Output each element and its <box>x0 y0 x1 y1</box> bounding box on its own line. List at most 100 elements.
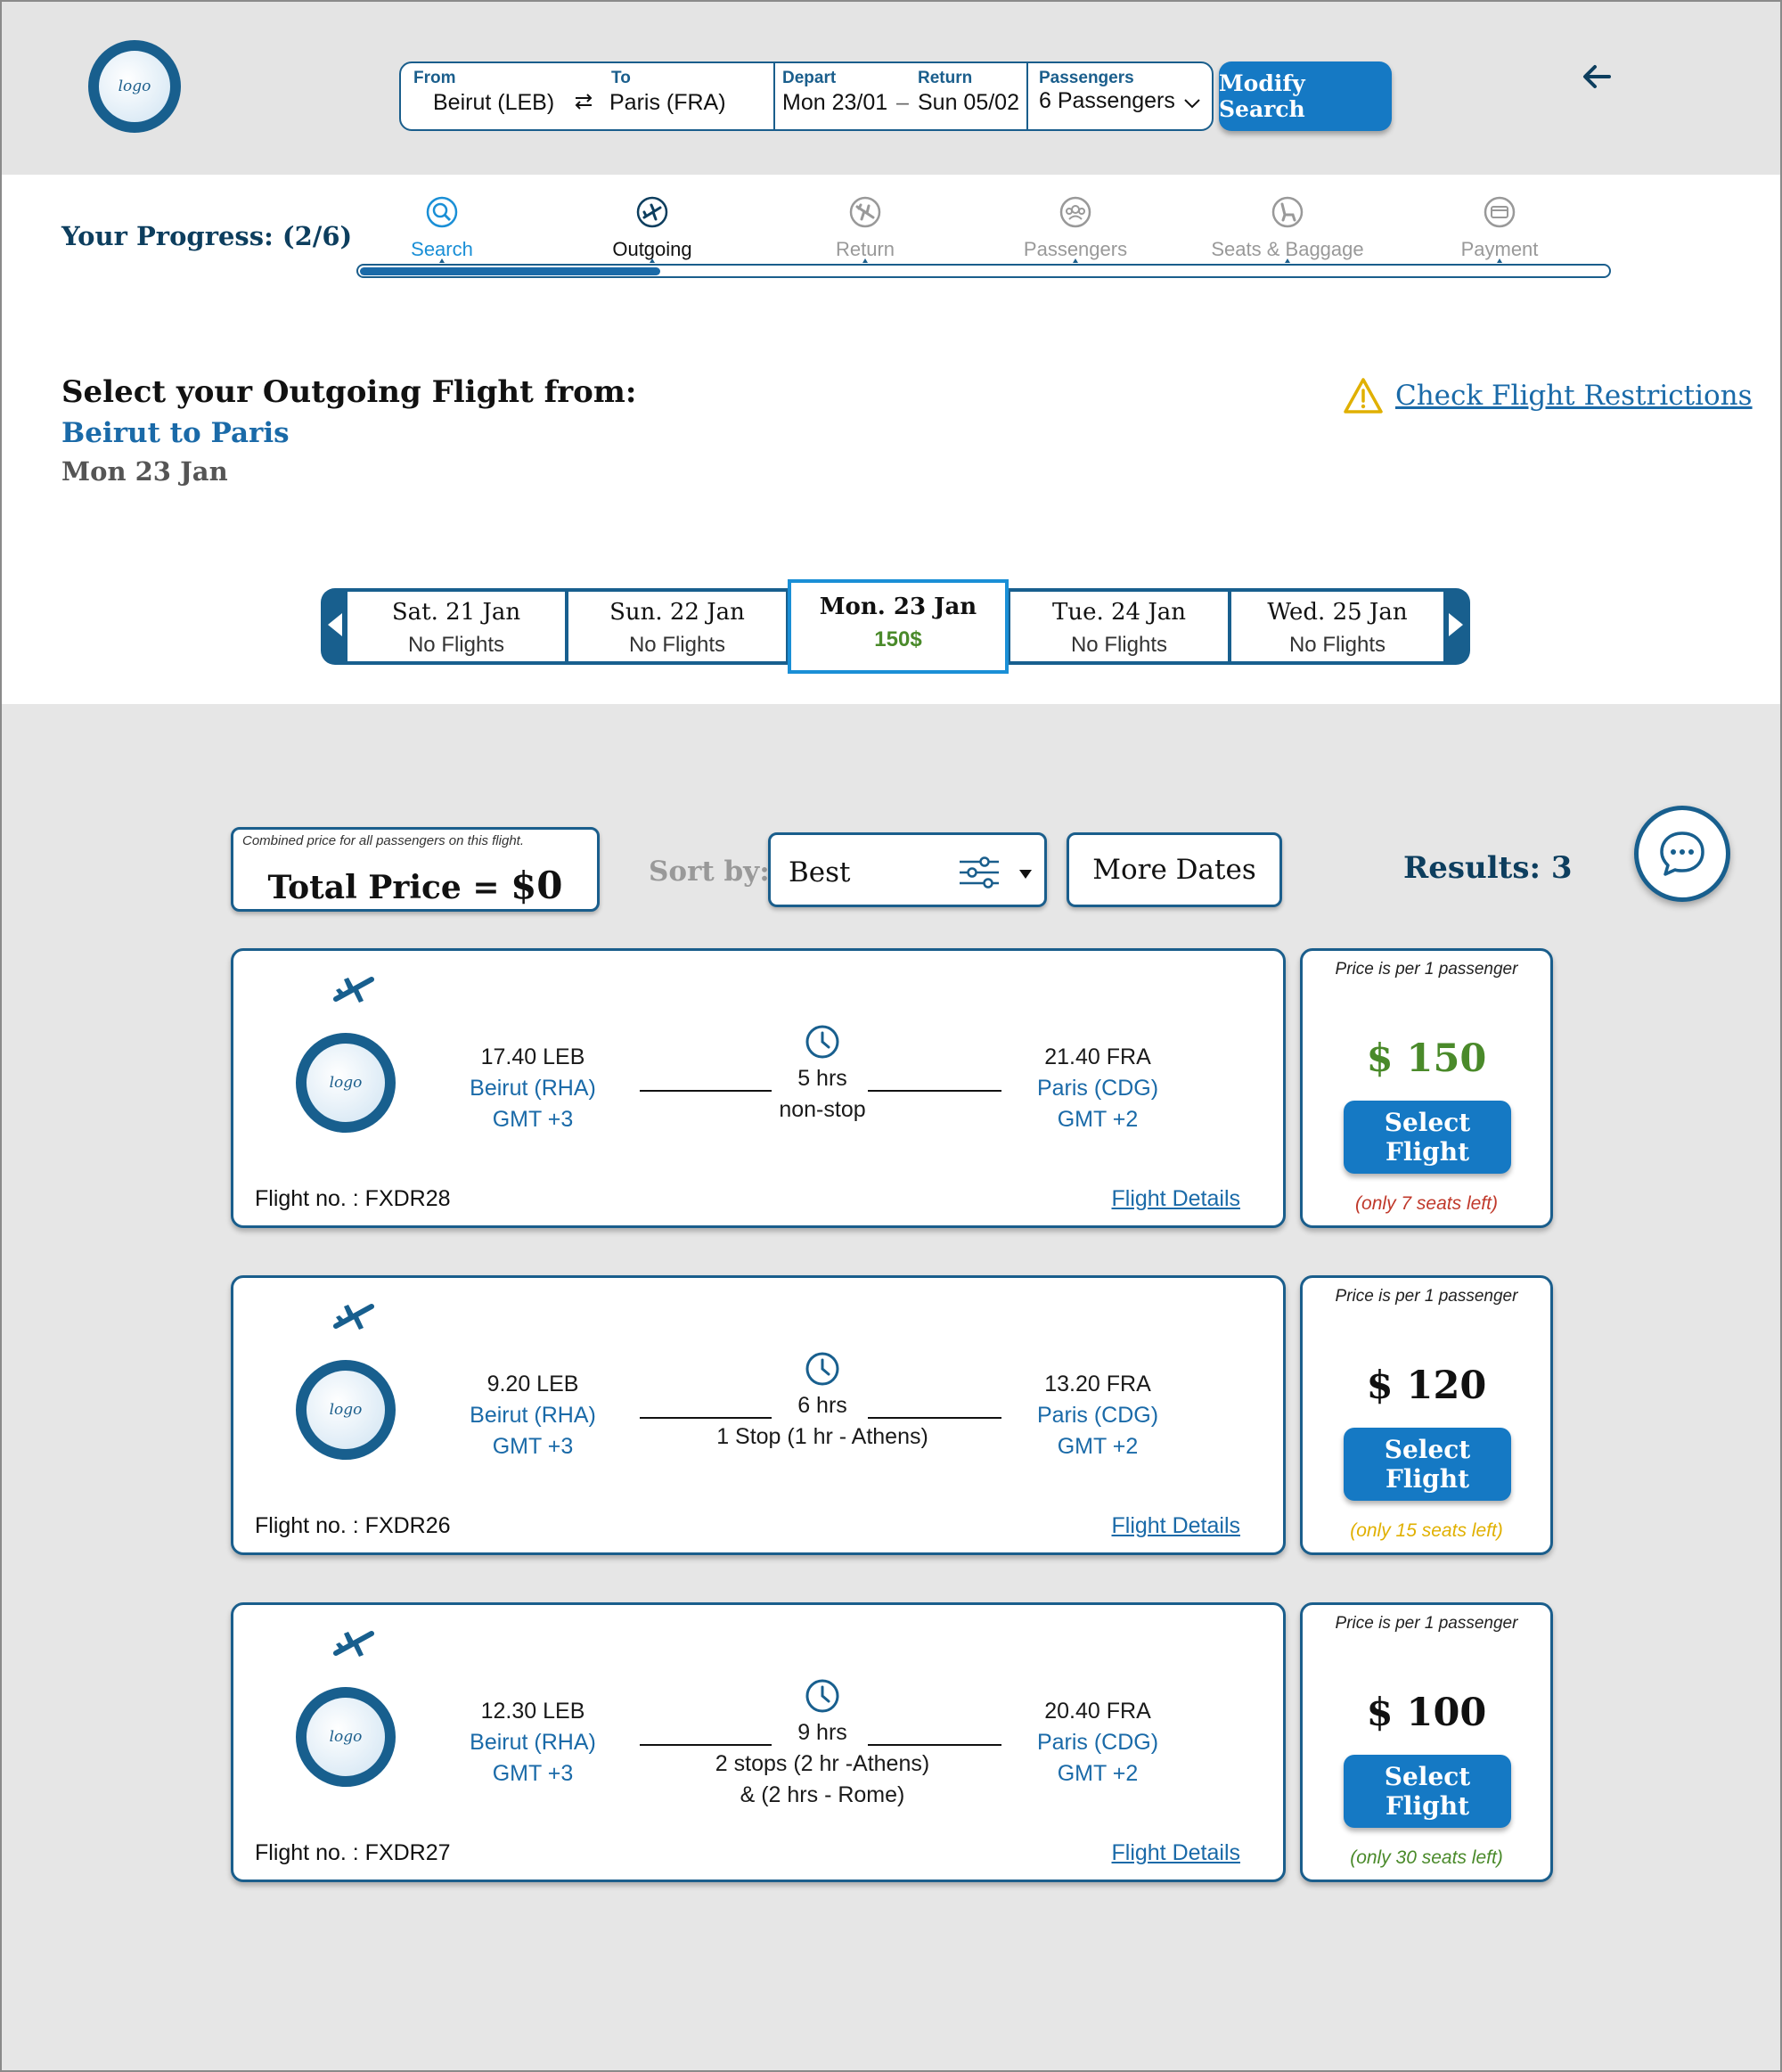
stops: non-stop <box>779 1097 866 1122</box>
date-name: Wed. 25 Jan <box>1267 599 1408 626</box>
stops: 2 stops (2 hr -Athens) <box>715 1751 930 1776</box>
step-passengers[interactable]: Passengers <box>986 196 1165 261</box>
stops: 1 Stop (1 hr - Athens) <box>716 1424 928 1449</box>
clock-icon <box>805 1679 839 1713</box>
check-restrictions-link[interactable]: Check Flight Restrictions <box>1395 380 1753 412</box>
departure-gmt: GMT +3 <box>492 1434 574 1459</box>
duration: 9 hrs <box>797 1720 847 1745</box>
flight-details-link[interactable]: Flight Details <box>1111 1186 1241 1211</box>
search-icon <box>426 196 458 228</box>
date-value: No Flights <box>628 633 726 657</box>
airplane-icon <box>333 1631 374 1657</box>
sort-value: Best <box>789 856 851 889</box>
arrival-info: 20.40 FRA Paris (CDG) GMT +2 <box>1009 1696 1187 1789</box>
step-tick <box>1497 258 1502 263</box>
flight-details-link[interactable]: Flight Details <box>1111 1840 1241 1865</box>
chat-button[interactable] <box>1634 806 1730 902</box>
warning-icon <box>1344 378 1383 414</box>
caret-down-icon[interactable] <box>1018 869 1033 880</box>
arrival-gmt: GMT +2 <box>1057 1107 1139 1132</box>
modify-search-button[interactable]: Modify Search <box>1219 61 1392 131</box>
date-carousel: Sat. 21 Jan No Flights Sun. 22 Jan No Fl… <box>321 579 1470 674</box>
arrival-gmt: GMT +2 <box>1057 1434 1139 1459</box>
plane-landing-icon <box>849 196 881 228</box>
sort-by-label: Sort by: <box>649 856 770 888</box>
flight-card[interactable]: logo 12.30 LEB Beirut (RHA) GMT +3 9 hrs… <box>231 1602 1286 1882</box>
card-icon <box>1484 196 1516 228</box>
price-value: $ 120 <box>1366 1364 1487 1408</box>
date-title: Mon 23 Jan <box>61 456 228 487</box>
flight-number: Flight no. : FXDR26 <box>255 1513 451 1538</box>
back-arrow-icon[interactable] <box>1579 59 1614 94</box>
filter-sliders-icon <box>960 856 999 889</box>
logo-text: logo <box>329 1074 363 1092</box>
route-line <box>640 1417 772 1419</box>
users-icon <box>1059 196 1091 228</box>
date-value: No Flights <box>1288 633 1386 657</box>
arrival-airport: Paris (CDG) <box>1036 1403 1159 1428</box>
date-option[interactable]: Sun. 22 Jan No Flights <box>568 592 786 661</box>
step-return[interactable]: Return <box>776 196 954 261</box>
arrival-time: 20.40 FRA <box>1044 1699 1151 1724</box>
step-tick <box>862 258 868 263</box>
arrival-info: 13.20 FRA Paris (CDG) GMT +2 <box>1009 1369 1187 1462</box>
step-search[interactable]: Search <box>353 196 531 261</box>
step-seats-baggage[interactable]: Seats & Baggage <box>1198 196 1377 261</box>
departure-info: 9.20 LEB Beirut (RHA) GMT +3 <box>444 1369 622 1462</box>
passengers-segment[interactable]: Passengers 6 Passengers <box>1028 63 1212 129</box>
route-line <box>868 1744 1001 1746</box>
from-label: From <box>413 69 456 87</box>
select-flight-button[interactable]: Select Flight <box>1344 1428 1511 1501</box>
progress-track <box>356 264 1611 278</box>
plane-takeoff-icon <box>636 196 668 228</box>
date-separator: – <box>896 90 909 115</box>
progress-fill <box>360 267 660 275</box>
dates-segment[interactable]: Depart Mon 23/01 – Return Sun 05/02 <box>775 63 1026 129</box>
chevron-down-icon[interactable] <box>1183 97 1201 110</box>
check-restrictions[interactable]: Check Flight Restrictions <box>1342 376 1753 415</box>
arrival-info: 21.40 FRA Paris (CDG) GMT +2 <box>1009 1042 1187 1135</box>
swap-icon[interactable] <box>572 90 595 113</box>
step-label: Seats & Baggage <box>1211 238 1364 260</box>
departure-time: 17.40 LEB <box>480 1044 585 1069</box>
page-title: Select your Outgoing Flight from: <box>61 374 637 410</box>
step-outgoing[interactable]: Outgoing <box>563 196 741 261</box>
clock-icon <box>805 1352 839 1386</box>
select-flight-button[interactable]: Select Flight <box>1344 1101 1511 1174</box>
total-price-box: Combined price for all passengers on thi… <box>231 827 600 912</box>
clock-icon <box>805 1025 839 1059</box>
arrival-gmt: GMT +2 <box>1057 1761 1139 1786</box>
search-summary-bar[interactable]: From Beirut (LEB) To Paris (FRA) Depart … <box>399 61 1214 131</box>
more-dates-button[interactable]: More Dates <box>1067 832 1282 907</box>
flight-details-link[interactable]: Flight Details <box>1111 1513 1241 1538</box>
departure-time: 12.30 LEB <box>480 1699 585 1724</box>
date-value: No Flights <box>1070 633 1168 657</box>
sort-select[interactable]: Best <box>768 832 1047 907</box>
airline-logo: logo <box>296 1360 396 1460</box>
date-name: Mon. 23 Jan <box>819 594 977 620</box>
departure-airport: Beirut (RHA) <box>470 1076 596 1101</box>
flight-card[interactable]: logo 17.40 LEB Beirut (RHA) GMT +3 5 hrs… <box>231 948 1286 1228</box>
step-tick <box>1285 258 1290 263</box>
logo-text: logo <box>329 1728 363 1746</box>
logo-text: logo <box>329 1401 363 1419</box>
from-to-segment[interactable]: From Beirut (LEB) To Paris (FRA) <box>401 63 773 129</box>
airline-logo[interactable]: logo <box>88 40 181 133</box>
flight-number: Flight no. : FXDR28 <box>255 1186 451 1211</box>
from-value: Beirut (LEB) <box>433 90 555 115</box>
airline-logo: logo <box>296 1033 396 1133</box>
price-note: Price is per 1 passenger <box>1335 1287 1518 1306</box>
step-tick <box>650 258 655 263</box>
date-option[interactable]: Sat. 21 Jan No Flights <box>347 592 565 661</box>
arrival-airport: Paris (CDG) <box>1036 1076 1159 1101</box>
step-payment[interactable]: Payment <box>1410 196 1589 261</box>
date-option-selected[interactable]: Mon. 23 Jan 150$ <box>788 579 1009 674</box>
date-option[interactable]: Tue. 24 Jan No Flights <box>1010 592 1228 661</box>
flight-card[interactable]: logo 9.20 LEB Beirut (RHA) GMT +3 6 hrs … <box>231 1275 1286 1555</box>
date-name: Tue. 24 Jan <box>1051 599 1187 626</box>
select-flight-button[interactable]: Select Flight <box>1344 1755 1511 1828</box>
date-option[interactable]: Wed. 25 Jan No Flights <box>1231 592 1443 661</box>
prev-date-arrow-icon[interactable] <box>328 613 342 636</box>
price-note: Price is per 1 passenger <box>1335 960 1518 979</box>
next-date-arrow-icon[interactable] <box>1449 613 1463 636</box>
